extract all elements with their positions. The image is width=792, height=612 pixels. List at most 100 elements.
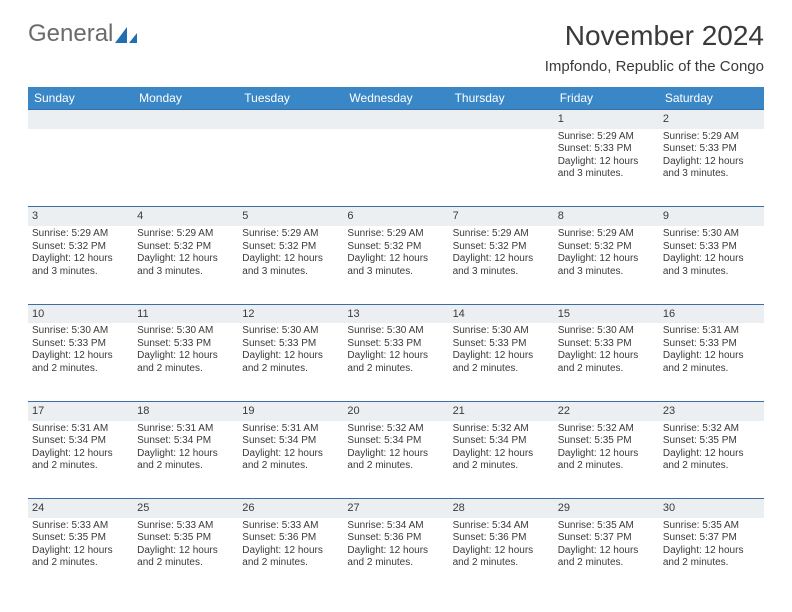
day-number-cell: 26 bbox=[238, 499, 343, 518]
day-number: 23 bbox=[663, 403, 760, 420]
day-number: 15 bbox=[558, 306, 655, 323]
day-details: Sunrise: 5:29 AMSunset: 5:33 PMDaylight:… bbox=[663, 131, 760, 181]
day-number: 25 bbox=[137, 500, 234, 517]
day-details: Sunrise: 5:30 AMSunset: 5:33 PMDaylight:… bbox=[242, 325, 339, 375]
day-number-cell: 17 bbox=[28, 401, 133, 420]
day-number-cell: 25 bbox=[133, 499, 238, 518]
brand-name-a: General bbox=[28, 20, 113, 48]
day-details: Sunrise: 5:29 AMSunset: 5:32 PMDaylight:… bbox=[453, 228, 550, 278]
day-number-cell bbox=[28, 110, 133, 129]
day-number-cell: 1 bbox=[554, 110, 659, 129]
calendar-page: General Blue November 2024 Impfondo, Rep… bbox=[0, 0, 792, 606]
day-number: 18 bbox=[137, 403, 234, 420]
day-details: Sunrise: 5:30 AMSunset: 5:33 PMDaylight:… bbox=[558, 325, 655, 375]
day-details: Sunrise: 5:33 AMSunset: 5:35 PMDaylight:… bbox=[32, 520, 129, 570]
day-number-row: 17181920212223 bbox=[28, 401, 764, 420]
day-detail-cell: Sunrise: 5:29 AMSunset: 5:32 PMDaylight:… bbox=[449, 226, 554, 304]
day-number: 1 bbox=[558, 111, 655, 128]
day-detail-cell: Sunrise: 5:30 AMSunset: 5:33 PMDaylight:… bbox=[554, 323, 659, 401]
day-number: 30 bbox=[663, 500, 760, 517]
day-detail-cell: Sunrise: 5:35 AMSunset: 5:37 PMDaylight:… bbox=[554, 518, 659, 596]
day-detail-cell: Sunrise: 5:29 AMSunset: 5:32 PMDaylight:… bbox=[343, 226, 448, 304]
day-number-cell bbox=[238, 110, 343, 129]
day-detail-cell: Sunrise: 5:30 AMSunset: 5:33 PMDaylight:… bbox=[133, 323, 238, 401]
day-details: Sunrise: 5:34 AMSunset: 5:36 PMDaylight:… bbox=[347, 520, 444, 570]
day-detail-cell: Sunrise: 5:29 AMSunset: 5:32 PMDaylight:… bbox=[28, 226, 133, 304]
day-detail-row: Sunrise: 5:29 AMSunset: 5:33 PMDaylight:… bbox=[28, 129, 764, 207]
day-details: Sunrise: 5:35 AMSunset: 5:37 PMDaylight:… bbox=[558, 520, 655, 570]
day-detail-cell: Sunrise: 5:30 AMSunset: 5:33 PMDaylight:… bbox=[28, 323, 133, 401]
day-number: 14 bbox=[453, 306, 550, 323]
title-block: November 2024 Impfondo, Republic of the … bbox=[545, 20, 764, 75]
day-detail-cell: Sunrise: 5:30 AMSunset: 5:33 PMDaylight:… bbox=[238, 323, 343, 401]
day-detail-cell: Sunrise: 5:32 AMSunset: 5:34 PMDaylight:… bbox=[343, 421, 448, 499]
day-number-cell: 20 bbox=[343, 401, 448, 420]
day-details: Sunrise: 5:29 AMSunset: 5:32 PMDaylight:… bbox=[137, 228, 234, 278]
day-details: Sunrise: 5:32 AMSunset: 5:35 PMDaylight:… bbox=[558, 423, 655, 473]
day-number-cell: 24 bbox=[28, 499, 133, 518]
day-details: Sunrise: 5:35 AMSunset: 5:37 PMDaylight:… bbox=[663, 520, 760, 570]
day-number-cell: 21 bbox=[449, 401, 554, 420]
sail-icon bbox=[113, 24, 143, 44]
day-number-cell: 9 bbox=[659, 207, 764, 226]
day-detail-cell: Sunrise: 5:31 AMSunset: 5:34 PMDaylight:… bbox=[238, 421, 343, 499]
day-number-cell: 16 bbox=[659, 304, 764, 323]
day-detail-row: Sunrise: 5:33 AMSunset: 5:35 PMDaylight:… bbox=[28, 518, 764, 596]
day-details: Sunrise: 5:29 AMSunset: 5:32 PMDaylight:… bbox=[347, 228, 444, 278]
col-wednesday: Wednesday bbox=[343, 87, 448, 110]
day-details: Sunrise: 5:30 AMSunset: 5:33 PMDaylight:… bbox=[453, 325, 550, 375]
calendar-table: Sunday Monday Tuesday Wednesday Thursday… bbox=[28, 87, 764, 596]
day-detail-cell: Sunrise: 5:32 AMSunset: 5:34 PMDaylight:… bbox=[449, 421, 554, 499]
day-number-cell: 15 bbox=[554, 304, 659, 323]
day-number: 12 bbox=[242, 306, 339, 323]
day-details: Sunrise: 5:29 AMSunset: 5:32 PMDaylight:… bbox=[558, 228, 655, 278]
day-details: Sunrise: 5:32 AMSunset: 5:34 PMDaylight:… bbox=[347, 423, 444, 473]
day-number-cell: 14 bbox=[449, 304, 554, 323]
day-details: Sunrise: 5:30 AMSunset: 5:33 PMDaylight:… bbox=[347, 325, 444, 375]
day-details: Sunrise: 5:30 AMSunset: 5:33 PMDaylight:… bbox=[32, 325, 129, 375]
day-detail-cell: Sunrise: 5:33 AMSunset: 5:35 PMDaylight:… bbox=[133, 518, 238, 596]
day-number-cell: 22 bbox=[554, 401, 659, 420]
day-number-row: 10111213141516 bbox=[28, 304, 764, 323]
day-number-cell: 6 bbox=[343, 207, 448, 226]
day-details: Sunrise: 5:29 AMSunset: 5:32 PMDaylight:… bbox=[32, 228, 129, 278]
day-number-cell: 2 bbox=[659, 110, 764, 129]
day-detail-cell: Sunrise: 5:29 AMSunset: 5:33 PMDaylight:… bbox=[554, 129, 659, 207]
location-label: Impfondo, Republic of the Congo bbox=[545, 58, 764, 75]
day-number: 21 bbox=[453, 403, 550, 420]
day-details: Sunrise: 5:30 AMSunset: 5:33 PMDaylight:… bbox=[137, 325, 234, 375]
day-detail-cell: Sunrise: 5:29 AMSunset: 5:32 PMDaylight:… bbox=[554, 226, 659, 304]
day-number: 3 bbox=[32, 208, 129, 225]
day-detail-cell: Sunrise: 5:31 AMSunset: 5:34 PMDaylight:… bbox=[133, 421, 238, 499]
day-detail-cell: Sunrise: 5:30 AMSunset: 5:33 PMDaylight:… bbox=[659, 226, 764, 304]
day-number: 22 bbox=[558, 403, 655, 420]
day-details: Sunrise: 5:31 AMSunset: 5:33 PMDaylight:… bbox=[663, 325, 760, 375]
day-number: 7 bbox=[453, 208, 550, 225]
day-number: 8 bbox=[558, 208, 655, 225]
day-details: Sunrise: 5:34 AMSunset: 5:36 PMDaylight:… bbox=[453, 520, 550, 570]
day-number-cell: 30 bbox=[659, 499, 764, 518]
day-detail-cell: Sunrise: 5:31 AMSunset: 5:33 PMDaylight:… bbox=[659, 323, 764, 401]
day-number-cell: 27 bbox=[343, 499, 448, 518]
day-number: 11 bbox=[137, 306, 234, 323]
calendar-body: 12 Sunrise: 5:29 AMSunset: 5:33 PMDayligh… bbox=[28, 110, 764, 596]
weekday-header-row: Sunday Monday Tuesday Wednesday Thursday… bbox=[28, 87, 764, 110]
day-details: Sunrise: 5:29 AMSunset: 5:33 PMDaylight:… bbox=[558, 131, 655, 181]
day-details: Sunrise: 5:30 AMSunset: 5:33 PMDaylight:… bbox=[663, 228, 760, 278]
day-number: 13 bbox=[347, 306, 444, 323]
day-details: Sunrise: 5:33 AMSunset: 5:36 PMDaylight:… bbox=[242, 520, 339, 570]
day-detail-cell bbox=[343, 129, 448, 207]
day-number-cell: 8 bbox=[554, 207, 659, 226]
day-number: 2 bbox=[663, 111, 760, 128]
col-saturday: Saturday bbox=[659, 87, 764, 110]
day-number: 20 bbox=[347, 403, 444, 420]
day-number: 6 bbox=[347, 208, 444, 225]
day-number-row: 3456789 bbox=[28, 207, 764, 226]
day-number: 24 bbox=[32, 500, 129, 517]
day-detail-cell: Sunrise: 5:34 AMSunset: 5:36 PMDaylight:… bbox=[343, 518, 448, 596]
day-detail-row: Sunrise: 5:29 AMSunset: 5:32 PMDaylight:… bbox=[28, 226, 764, 304]
day-details: Sunrise: 5:31 AMSunset: 5:34 PMDaylight:… bbox=[242, 423, 339, 473]
day-number: 27 bbox=[347, 500, 444, 517]
day-details: Sunrise: 5:31 AMSunset: 5:34 PMDaylight:… bbox=[137, 423, 234, 473]
header: General Blue November 2024 Impfondo, Rep… bbox=[28, 20, 764, 75]
